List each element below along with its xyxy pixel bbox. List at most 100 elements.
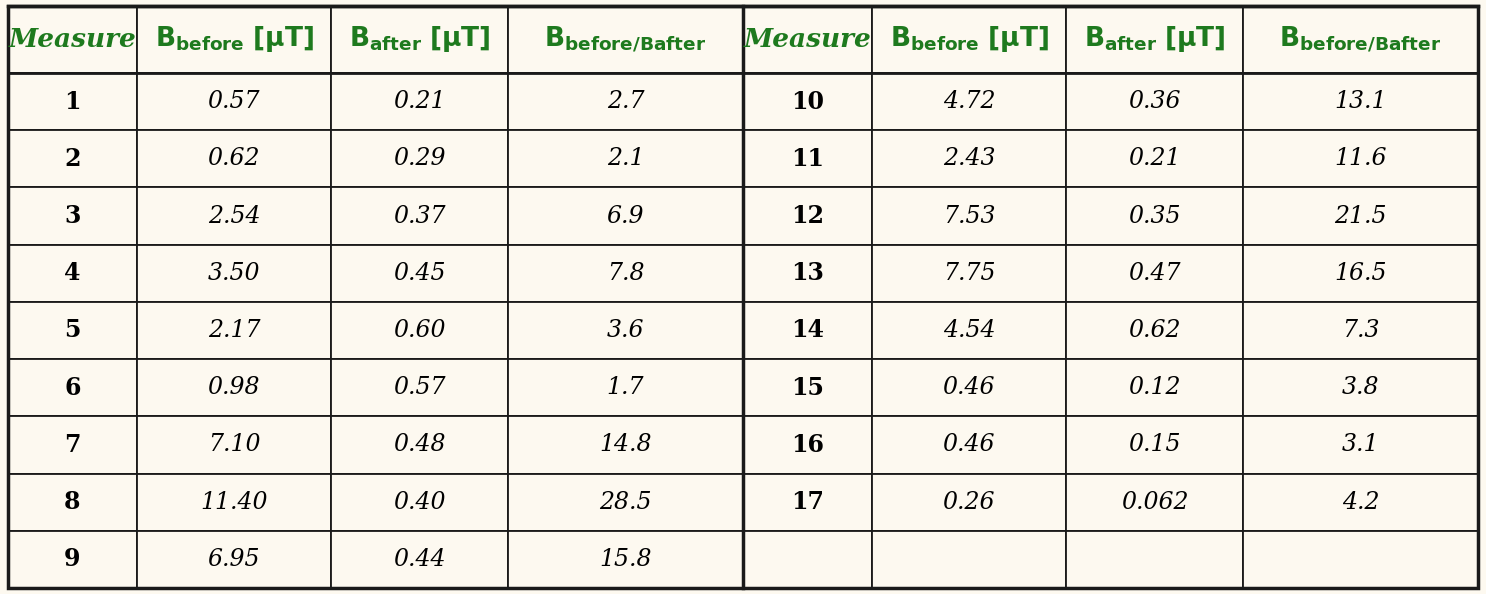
Bar — [7, 359, 137, 416]
Bar — [7, 245, 137, 302]
Bar — [872, 130, 1067, 187]
Bar — [7, 6, 137, 73]
Text: 4.2: 4.2 — [1342, 491, 1379, 514]
Bar — [331, 416, 508, 473]
Bar — [872, 473, 1067, 531]
Bar — [872, 359, 1067, 416]
Text: 21.5: 21.5 — [1334, 204, 1386, 228]
Text: 6: 6 — [64, 375, 80, 400]
Text: 11: 11 — [791, 147, 823, 171]
Text: 6.9: 6.9 — [606, 204, 643, 228]
Bar — [1242, 531, 1479, 588]
Text: $\mathbf{B}_{\mathbf{before}}$ $\mathbf{[\mu T]}$: $\mathbf{B}_{\mathbf{before}}$ $\mathbf{… — [890, 24, 1049, 55]
Text: 0.40: 0.40 — [394, 491, 446, 514]
Bar — [872, 187, 1067, 245]
Bar — [7, 187, 137, 245]
Bar — [508, 302, 743, 359]
Text: 17: 17 — [791, 490, 823, 514]
Bar — [743, 73, 872, 130]
Text: 28.5: 28.5 — [599, 491, 652, 514]
Text: 0.062: 0.062 — [1120, 491, 1189, 514]
Bar — [1242, 187, 1479, 245]
Bar — [331, 6, 508, 73]
Bar — [1067, 187, 1242, 245]
Text: 0.29: 0.29 — [394, 147, 446, 170]
Bar — [137, 6, 331, 73]
Text: 11.40: 11.40 — [201, 491, 267, 514]
Text: 7.8: 7.8 — [606, 262, 643, 285]
Bar — [1242, 73, 1479, 130]
Text: 3.8: 3.8 — [1342, 376, 1379, 399]
Text: 4: 4 — [64, 261, 80, 285]
Text: 0.44: 0.44 — [394, 548, 446, 571]
Text: Measure: Measure — [743, 27, 871, 52]
Bar — [331, 302, 508, 359]
Bar — [872, 416, 1067, 473]
Bar — [1242, 359, 1479, 416]
Text: 16.5: 16.5 — [1334, 262, 1386, 285]
Bar — [137, 473, 331, 531]
Bar — [1067, 73, 1242, 130]
Bar — [743, 130, 872, 187]
Bar — [1067, 473, 1242, 531]
Text: 0.62: 0.62 — [1128, 319, 1181, 342]
Bar — [508, 531, 743, 588]
Bar — [1242, 130, 1479, 187]
Bar — [508, 73, 743, 130]
Text: 4.72: 4.72 — [942, 90, 996, 113]
Bar — [872, 245, 1067, 302]
Text: 1: 1 — [64, 90, 80, 113]
Bar — [137, 416, 331, 473]
Text: 0.47: 0.47 — [1128, 262, 1181, 285]
Bar — [7, 531, 137, 588]
Text: 13.1: 13.1 — [1334, 90, 1386, 113]
Bar — [508, 6, 743, 73]
Bar — [1067, 302, 1242, 359]
Text: 0.35: 0.35 — [1128, 204, 1181, 228]
Text: 1.7: 1.7 — [606, 376, 643, 399]
Bar — [872, 302, 1067, 359]
Bar — [872, 73, 1067, 130]
Bar — [1242, 245, 1479, 302]
Bar — [1067, 416, 1242, 473]
Bar — [872, 6, 1067, 73]
Text: 15: 15 — [791, 375, 823, 400]
Bar — [331, 531, 508, 588]
Bar — [331, 473, 508, 531]
Bar — [331, 130, 508, 187]
Text: 0.57: 0.57 — [208, 90, 260, 113]
Text: 11.6: 11.6 — [1334, 147, 1386, 170]
Bar — [331, 187, 508, 245]
Text: 2.54: 2.54 — [208, 204, 260, 228]
Text: 7.10: 7.10 — [208, 434, 260, 456]
Text: 2.1: 2.1 — [606, 147, 643, 170]
Text: $\mathbf{B}_{\mathbf{after}}$ $\mathbf{[\mu T]}$: $\mathbf{B}_{\mathbf{after}}$ $\mathbf{[… — [1083, 24, 1226, 55]
Text: 5: 5 — [64, 318, 80, 343]
Bar — [1067, 245, 1242, 302]
Text: 16: 16 — [791, 433, 823, 457]
Text: $\mathbf{B}_{\mathbf{after}}$ $\mathbf{[\mu T]}$: $\mathbf{B}_{\mathbf{after}}$ $\mathbf{[… — [349, 24, 490, 55]
Text: 7: 7 — [64, 433, 80, 457]
Bar — [743, 6, 872, 73]
Text: 7.75: 7.75 — [942, 262, 996, 285]
Bar — [7, 130, 137, 187]
Text: 0.36: 0.36 — [1128, 90, 1181, 113]
Text: 0.26: 0.26 — [942, 491, 996, 514]
Text: 2.43: 2.43 — [942, 147, 996, 170]
Bar — [743, 187, 872, 245]
Bar — [872, 531, 1067, 588]
Text: 0.12: 0.12 — [1128, 376, 1181, 399]
Text: 3.6: 3.6 — [606, 319, 643, 342]
Text: 10: 10 — [791, 90, 823, 113]
Bar — [1242, 473, 1479, 531]
Bar — [1067, 531, 1242, 588]
Text: 0.60: 0.60 — [394, 319, 446, 342]
Bar — [137, 302, 331, 359]
Text: 4.54: 4.54 — [942, 319, 996, 342]
Text: 2.17: 2.17 — [208, 319, 260, 342]
Text: $\mathbf{B}_{\mathbf{before/Bafter}}$: $\mathbf{B}_{\mathbf{before/Bafter}}$ — [1279, 24, 1441, 55]
Bar — [7, 302, 137, 359]
Bar — [137, 531, 331, 588]
Bar — [1067, 359, 1242, 416]
Text: 7.3: 7.3 — [1342, 319, 1379, 342]
